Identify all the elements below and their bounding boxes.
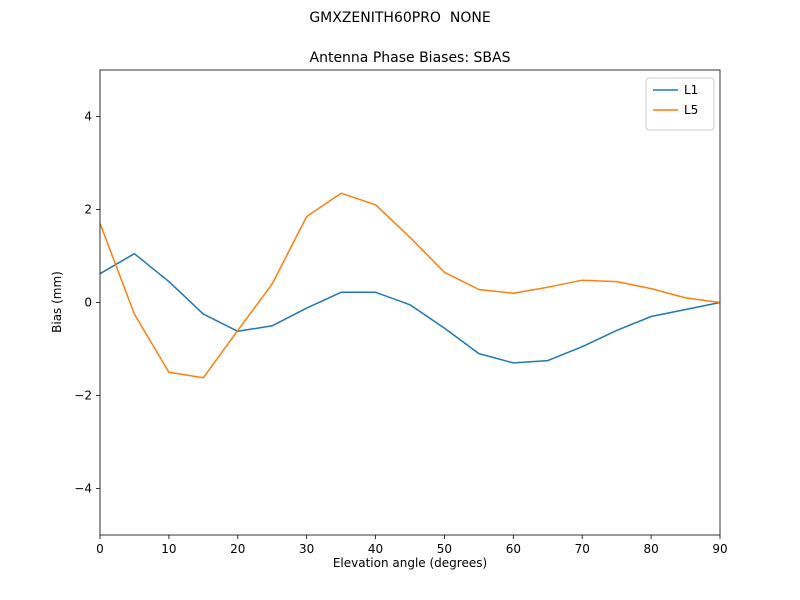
y-tick-label: 2 bbox=[84, 203, 92, 217]
y-tick-label: 4 bbox=[84, 110, 92, 124]
x-axis-label: Elevation angle (degrees) bbox=[332, 556, 488, 570]
x-tick-label: 10 bbox=[161, 542, 176, 556]
x-tick-label: 90 bbox=[712, 542, 727, 556]
x-tick-label: 50 bbox=[437, 542, 452, 556]
legend-box bbox=[645, 77, 715, 131]
x-tick-label: 80 bbox=[643, 542, 658, 556]
series-line-l5 bbox=[99, 192, 721, 379]
y-tick-label: −4 bbox=[74, 482, 92, 496]
axes-spines bbox=[99, 69, 721, 536]
x-tick-label: 30 bbox=[299, 542, 314, 556]
legend-label: L5 bbox=[684, 103, 698, 117]
figure-suptitle: GMXZENITH60PRO NONE bbox=[309, 10, 491, 26]
x-tick-label: 60 bbox=[506, 542, 521, 556]
axes-title: Antenna Phase Biases: SBAS bbox=[309, 50, 511, 66]
x-tick-label: 0 bbox=[96, 542, 104, 556]
x-tick-label: 20 bbox=[230, 542, 245, 556]
x-tick-label: 70 bbox=[575, 542, 590, 556]
series-line-l1 bbox=[99, 252, 721, 364]
y-axis-label: Bias (mm) bbox=[50, 271, 64, 333]
legend-label: L1 bbox=[684, 83, 698, 97]
x-tick-label: 40 bbox=[368, 542, 383, 556]
y-tick-label: 0 bbox=[84, 296, 92, 310]
y-tick-label: −2 bbox=[74, 389, 92, 403]
